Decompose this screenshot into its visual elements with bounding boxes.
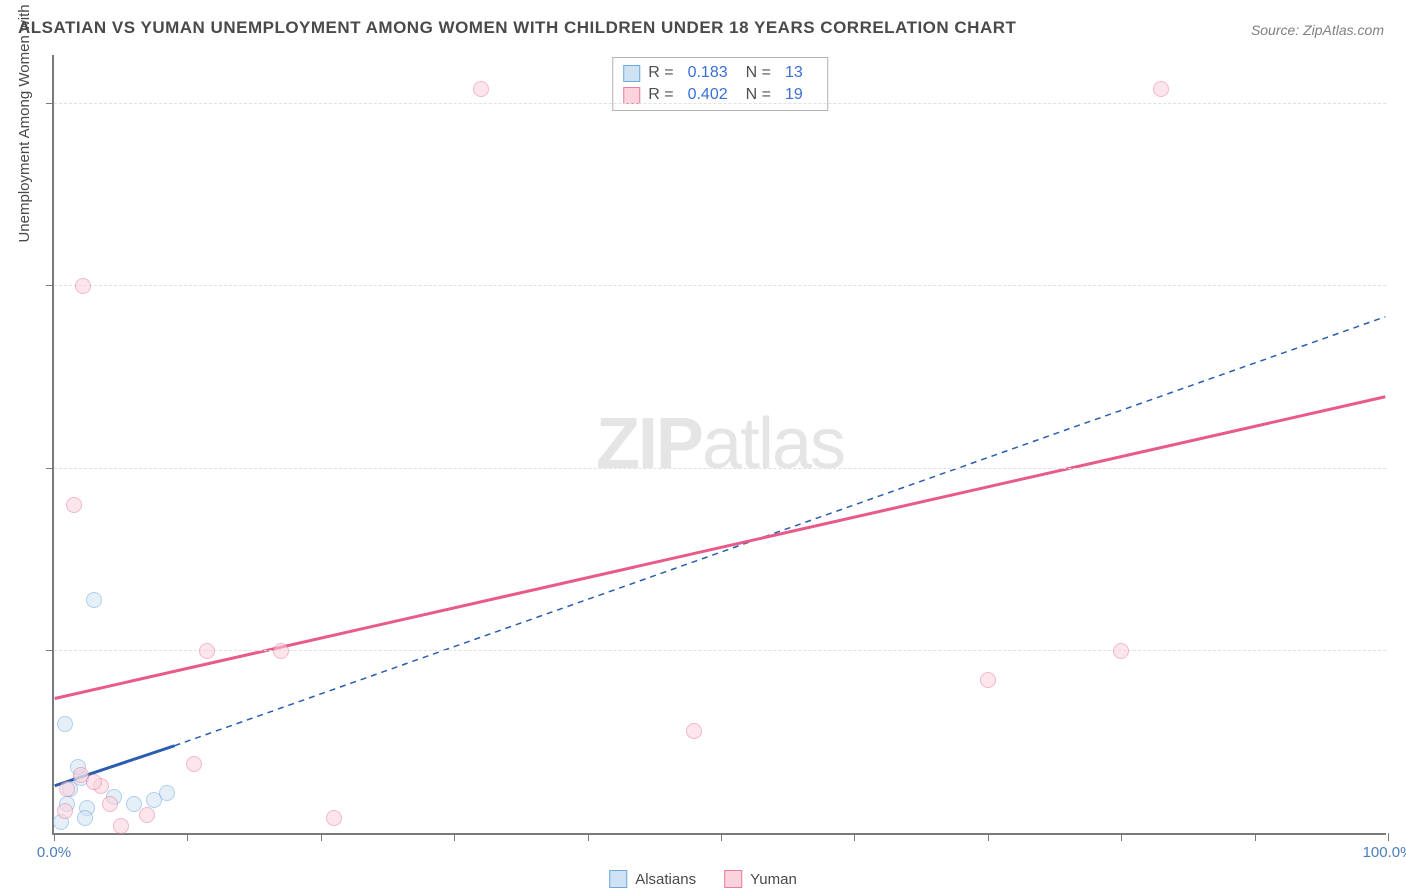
y-tick	[46, 650, 54, 651]
data-point	[126, 796, 142, 812]
legend-swatch	[623, 65, 640, 82]
n-label: N =	[746, 62, 771, 84]
y-tick-label: 25.0%	[1396, 642, 1406, 659]
legend-swatch	[623, 87, 640, 104]
n-value: 13	[785, 62, 803, 84]
y-tick-label: 100.0%	[1396, 96, 1406, 113]
x-tick-label: 0.0%	[37, 844, 71, 861]
watermark: ZIPatlas	[596, 403, 844, 485]
watermark-zip: ZIP	[596, 404, 702, 484]
data-point	[75, 278, 91, 294]
data-point	[1153, 81, 1169, 97]
data-point	[980, 672, 996, 688]
data-point	[1113, 643, 1129, 659]
watermark-atlas: atlas	[702, 404, 844, 484]
data-point	[86, 774, 102, 790]
y-tick	[46, 285, 54, 286]
x-tick	[54, 833, 55, 841]
data-point	[186, 756, 202, 772]
plot-area: ZIPatlas R =0.183N =13R =0.402N =19 25.0…	[52, 55, 1386, 835]
gridline	[54, 103, 1386, 104]
data-point	[326, 810, 342, 826]
data-point	[57, 803, 73, 819]
source-attribution: Source: ZipAtlas.com	[1251, 22, 1384, 38]
data-point	[139, 807, 155, 823]
source-link[interactable]: ZipAtlas.com	[1303, 22, 1384, 38]
y-tick	[46, 468, 54, 469]
data-point	[199, 643, 215, 659]
y-axis-label: Unemployment Among Women with Children U…	[16, 0, 33, 243]
data-point	[113, 818, 129, 834]
legend-swatch	[609, 870, 627, 888]
data-point	[77, 810, 93, 826]
gridline	[54, 468, 1386, 469]
data-point	[59, 781, 75, 797]
source-prefix: Source:	[1251, 22, 1303, 38]
stats-row: R = 0.183 N = 13	[623, 62, 813, 84]
data-point	[473, 81, 489, 97]
legend-label: Yuman	[750, 871, 797, 888]
data-point	[66, 497, 82, 513]
gridline	[54, 650, 1386, 651]
chart-container: ALSATIAN VS YUMAN UNEMPLOYMENT AMONG WOM…	[0, 0, 1406, 892]
legend-swatch	[724, 870, 742, 888]
r-value: 0.183	[688, 62, 728, 84]
y-tick	[46, 103, 54, 104]
y-tick-label: 75.0%	[1396, 278, 1406, 295]
chart-title: ALSATIAN VS YUMAN UNEMPLOYMENT AMONG WOM…	[18, 18, 1016, 38]
x-tick	[1255, 833, 1256, 841]
x-tick	[854, 833, 855, 841]
data-point	[102, 796, 118, 812]
data-point	[159, 785, 175, 801]
series-legend: Alsatians Yuman	[609, 870, 797, 888]
x-tick-label: 100.0%	[1363, 844, 1406, 861]
gridline	[54, 285, 1386, 286]
data-point	[686, 723, 702, 739]
x-tick	[988, 833, 989, 841]
data-point	[273, 643, 289, 659]
x-tick	[187, 833, 188, 841]
trendlines-svg	[54, 55, 1386, 833]
x-tick	[721, 833, 722, 841]
x-tick	[454, 833, 455, 841]
x-tick	[588, 833, 589, 841]
legend-label: Alsatians	[635, 871, 696, 888]
r-label: R =	[648, 62, 673, 84]
x-tick	[1388, 833, 1389, 841]
y-tick-label: 50.0%	[1396, 460, 1406, 477]
data-point	[86, 592, 102, 608]
data-point	[57, 716, 73, 732]
legend-item: Yuman	[724, 870, 797, 888]
x-tick	[1121, 833, 1122, 841]
x-tick	[321, 833, 322, 841]
legend-item: Alsatians	[609, 870, 696, 888]
